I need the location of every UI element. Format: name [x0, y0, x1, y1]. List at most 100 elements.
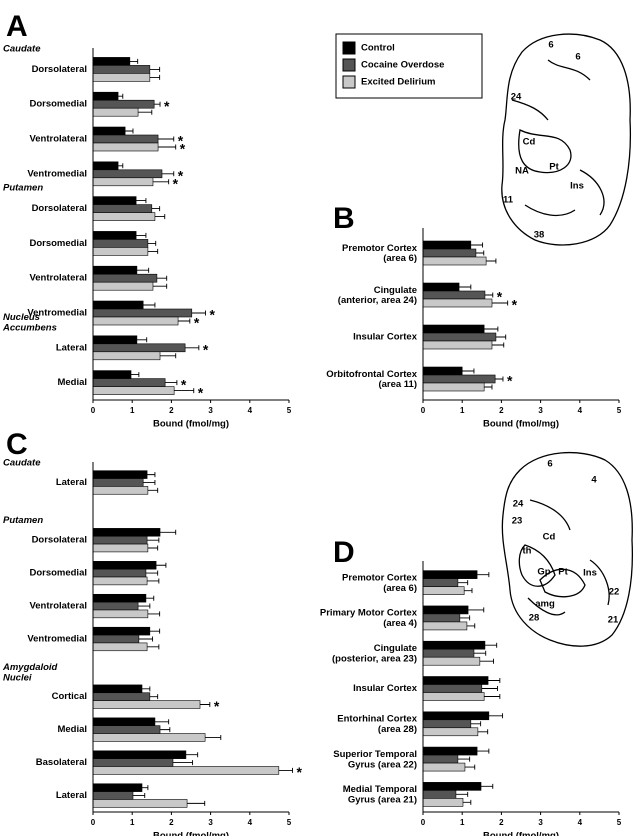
category-label: Primary Motor Cortex (area 4) — [320, 607, 418, 628]
x-tick-label: 2 — [499, 818, 504, 827]
bar — [92, 593, 147, 603]
bar — [422, 782, 482, 791]
error-bar — [152, 179, 170, 185]
error-bar — [147, 240, 157, 246]
error-bar — [136, 198, 147, 204]
error-bar — [160, 529, 177, 535]
error-bar — [138, 109, 153, 115]
category-label: Lateral — [56, 790, 87, 801]
error-bar — [156, 275, 168, 281]
error-bar — [138, 636, 154, 642]
error-bar — [131, 372, 140, 378]
diagram-label: 23 — [512, 516, 523, 527]
error-bar — [488, 713, 504, 719]
panel-label: B — [333, 202, 355, 235]
bar — [422, 586, 465, 595]
bar — [92, 335, 138, 345]
category-label: Superior Temporal Gyrus (area 22) — [333, 748, 417, 769]
bar — [422, 754, 459, 764]
bar — [422, 648, 475, 658]
bar — [92, 576, 148, 586]
x-tick-label: 5 — [617, 406, 622, 415]
bar — [92, 378, 166, 387]
bar — [92, 177, 154, 187]
legend-swatch — [342, 58, 356, 72]
significance-mark: * — [178, 168, 184, 184]
error-bar — [477, 748, 490, 754]
x-tick-label: 0 — [421, 818, 426, 827]
bar — [92, 700, 201, 709]
error-bar — [477, 572, 490, 578]
error-bar — [147, 644, 160, 650]
error-bar — [455, 791, 469, 797]
bar — [92, 351, 161, 361]
bar — [422, 332, 497, 342]
bar — [92, 609, 149, 619]
bar — [422, 719, 472, 729]
error-bar — [488, 678, 501, 683]
bar — [92, 239, 149, 248]
error-bar — [154, 719, 170, 725]
bar — [92, 196, 137, 205]
bar — [92, 308, 193, 318]
significance-mark: * — [194, 315, 200, 331]
diagram-label: 24 — [511, 92, 522, 103]
bar — [92, 634, 140, 644]
panel-label: C — [6, 428, 28, 461]
diagram-label: Ins — [583, 568, 597, 579]
significance-mark: * — [497, 289, 503, 305]
bar — [92, 486, 149, 495]
bar — [422, 282, 460, 292]
brain-outline — [501, 451, 633, 647]
diagram-label: NA — [515, 166, 529, 177]
bar — [422, 366, 463, 376]
error-bar — [136, 337, 148, 343]
error-bar — [142, 686, 151, 692]
x-tick-label: 0 — [421, 406, 426, 415]
x-tick-label: 2 — [499, 406, 504, 415]
error-bar — [459, 284, 472, 290]
error-bar — [147, 487, 159, 493]
bar — [92, 57, 131, 66]
diagram-label: 6 — [575, 52, 580, 63]
error-bar — [125, 128, 134, 134]
group-label: Amygdaloid Nuclei — [2, 661, 58, 682]
bar — [92, 528, 161, 537]
bar — [92, 642, 148, 652]
bar — [92, 791, 134, 800]
error-bar — [178, 318, 191, 324]
error-bar — [459, 615, 471, 621]
diagram-label: 21 — [608, 615, 619, 626]
x-tick-label: 3 — [538, 818, 543, 827]
error-bar — [138, 603, 151, 609]
error-bar — [149, 74, 161, 80]
error-bar — [484, 292, 494, 298]
bar — [92, 281, 154, 291]
group-label: Putamen — [3, 183, 43, 194]
error-bar — [118, 163, 124, 169]
bar — [92, 126, 126, 136]
diagram-label: 28 — [529, 613, 540, 624]
bar — [92, 134, 159, 144]
error-bar — [200, 702, 211, 708]
diagram-label: 6 — [547, 459, 552, 470]
diagram-label: Pt — [549, 162, 559, 173]
category-label: Cingulate (posterior, area 23) — [332, 643, 417, 664]
significance-mark: * — [164, 98, 170, 114]
bar — [422, 727, 479, 737]
diagram-label: 38 — [534, 230, 545, 241]
bar — [422, 676, 489, 685]
bar — [92, 692, 151, 701]
error-bar — [491, 342, 505, 348]
error-bar — [464, 764, 476, 770]
error-bar — [462, 368, 475, 374]
error-bar — [185, 752, 199, 758]
bar — [422, 340, 493, 350]
error-bar — [143, 479, 156, 485]
group-label: Putamen — [3, 515, 43, 526]
bar — [92, 91, 119, 101]
x-tick-label: 3 — [208, 818, 213, 827]
panel-label: A — [6, 10, 28, 43]
bar — [422, 240, 472, 250]
error-bar — [165, 380, 178, 386]
